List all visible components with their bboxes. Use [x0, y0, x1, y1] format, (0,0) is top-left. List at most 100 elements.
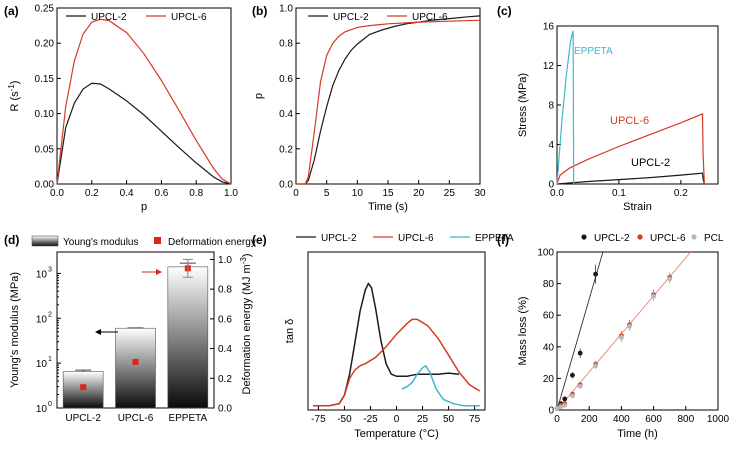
x-tick-label: 25	[417, 414, 429, 425]
x-axis-label: Temperature (°C)	[354, 428, 438, 440]
data-point-pcl	[667, 276, 673, 282]
x-axis-label: Time (h)	[617, 428, 658, 440]
annotation-upcl2: UPCL-2	[631, 157, 670, 169]
y2-tick-label: 0.8	[218, 285, 232, 296]
x-tick-label: 75	[469, 414, 481, 425]
x-category-label: UPCL-2	[65, 413, 101, 424]
data-point-pcl	[651, 293, 656, 299]
plot-frame	[556, 251, 719, 411]
x-tick-label: 0.0	[550, 188, 564, 199]
y-tick-label: 0	[548, 406, 554, 417]
x-tick-label: 1000	[707, 414, 730, 425]
panel-tag-e: (e)	[252, 233, 267, 247]
y2-tick-label: 0.6	[218, 314, 232, 325]
y-tick-label: 20	[543, 374, 555, 385]
x-tick-label: -75	[311, 414, 326, 425]
legend-swatch-upcl-6	[637, 234, 643, 240]
y-tick-label: 0.6	[279, 74, 293, 85]
legend-upcl6-label: UPCL-6	[412, 12, 448, 23]
data-point-pcl	[558, 404, 564, 410]
y-axis-label-left: Young's modulus (MPa)	[9, 272, 21, 388]
annotation-eppeta: EPPETA	[574, 46, 613, 57]
x-tick-label: -50	[337, 414, 352, 425]
legend-upcl2-label: UPCL-2	[333, 12, 369, 23]
y-tick-exponent: 2	[48, 311, 52, 318]
y-axis-label-right-close: )	[241, 253, 253, 257]
x-tick-label: 0.2	[85, 188, 99, 199]
data-point-upcl-2	[593, 271, 599, 277]
x-tick-label: 0	[554, 414, 560, 425]
data-point-upcl-2	[570, 372, 575, 378]
panel-tag-c: (c)	[497, 4, 512, 18]
y2-tick-label: 0.4	[218, 344, 232, 355]
legend-swatch-upcl-2	[581, 234, 587, 240]
y-tick-label: 80	[543, 279, 555, 290]
arrow-head-left	[95, 329, 101, 335]
y-tick-label: 12	[543, 61, 555, 72]
data-point-pcl	[554, 406, 560, 411]
chart-panel-a: 0.0 0.2 0.4 0.6 0.8 1.0 0.00 0.05 0.10 0.15 0.20 0.…	[7, 4, 239, 214]
panel-tag-a: (a)	[4, 4, 19, 18]
y-tick-exponent: 3	[48, 266, 52, 273]
series-line-upcl-6	[313, 318, 481, 407]
y-tick-label: 0.20	[35, 39, 55, 50]
marker-deformation-energy	[132, 358, 139, 365]
series-line-upcl-6	[556, 113, 705, 185]
y-tick-label: 60	[543, 311, 555, 322]
data-point-upcl-2	[577, 350, 583, 356]
legend-upcl2-label: UPCL-2	[91, 12, 127, 23]
series-line-upcl-2	[56, 82, 232, 185]
y-tick-label: 0.10	[35, 109, 55, 120]
y-tick-label: 100	[537, 248, 554, 259]
fit-line-upcl-2	[556, 251, 604, 411]
x-category-label: EPPETA	[168, 413, 207, 424]
x-tick-label: 0.1	[612, 188, 626, 199]
y-axis-label-right: Deformation energy (MJ m-3)	[239, 253, 254, 394]
legend-youngs-label: Young's modulus	[63, 237, 138, 248]
y-axis-label-close: )	[9, 81, 21, 85]
x-tick-label: 800	[677, 414, 694, 425]
chart-panel-c: 0.0 0.1 0.2 0 4 8 12 16 Strain Stress (MPa) EPPETA…	[517, 22, 719, 213]
x-tick-label: 0.8	[189, 188, 203, 199]
y-tick-label: 40	[543, 342, 555, 353]
bar-youngs-modulus	[115, 327, 156, 409]
chart-panel-e: -75 -50 -25 0 25 50 75 Temperature (°C) tan δ UPC…	[284, 233, 514, 440]
x-axis-label: Time (s)	[368, 201, 408, 213]
bar-youngs-modulus	[167, 266, 209, 409]
legend-upcl2-label: UPCL-2	[321, 233, 357, 244]
legend-swatch-pcl	[691, 234, 697, 240]
legend-label-pcl: PCL	[704, 233, 724, 244]
y-tick-label: 10	[36, 404, 48, 415]
data-point-upcl-2	[562, 396, 568, 402]
y-tick-label: 10	[36, 269, 48, 280]
panel-tag-f: (f)	[497, 233, 509, 247]
x-axis-label: Strain	[623, 201, 652, 213]
y-tick-label: 0.2	[279, 144, 293, 155]
legend-deformation-label: Deformation energy	[168, 237, 256, 248]
y-tick-label: 0.0	[279, 180, 293, 191]
series-line-upcl-6	[56, 18, 232, 185]
plot-frame	[56, 7, 232, 185]
annotation-upcl6: UPCL-6	[610, 115, 649, 127]
y-tick-label: 8	[548, 101, 554, 112]
x-tick-label: 50	[443, 414, 455, 425]
y-tick-label: 0.8	[279, 39, 293, 50]
x-tick-label: 0.2	[674, 188, 688, 199]
x-tick-label: 400	[613, 414, 630, 425]
series-line-upcl-2	[296, 15, 481, 185]
y-axis-label: p	[253, 93, 265, 99]
x-tick-label: 30	[474, 188, 486, 199]
series-line-upcl-2	[313, 282, 460, 407]
y-axis-label: tan δ	[284, 319, 296, 343]
x-axis-label: p	[141, 201, 147, 213]
panel-tag-b: (b)	[252, 4, 267, 18]
x-tick-label: 5	[324, 188, 330, 199]
legend-label-upcl-6: UPCL-6	[650, 233, 686, 244]
legend-eppeta-label: EPPETA	[475, 233, 514, 244]
x-tick-label: 15	[382, 188, 394, 199]
y-tick-label: 0.25	[35, 4, 55, 15]
series-line-eppeta	[401, 364, 480, 407]
x-tick-label: 600	[645, 414, 662, 425]
x-tick-label: 20	[413, 188, 425, 199]
